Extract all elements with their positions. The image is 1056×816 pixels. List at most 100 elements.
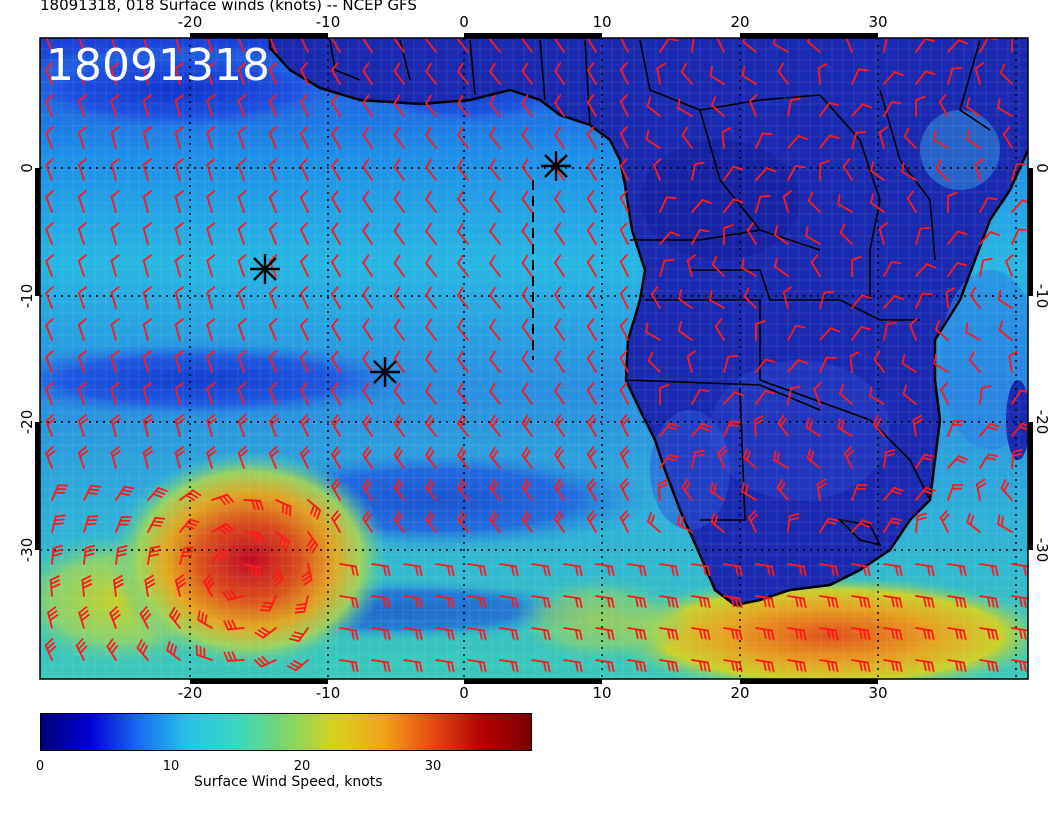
wind-barb bbox=[998, 320, 1013, 341]
wind-barb bbox=[78, 350, 87, 373]
wind-barb bbox=[787, 512, 800, 533]
wind-barb bbox=[489, 478, 501, 501]
wind-barb bbox=[457, 350, 469, 373]
wind-barb bbox=[457, 446, 469, 469]
wind-barb bbox=[563, 595, 583, 609]
wind-barb bbox=[915, 563, 935, 577]
wind-barb bbox=[716, 38, 725, 53]
wind-barb bbox=[659, 659, 679, 673]
wind-barb bbox=[331, 222, 341, 245]
wind-barb bbox=[691, 389, 710, 405]
wind-barb bbox=[521, 62, 533, 85]
wind-barb bbox=[339, 627, 359, 641]
wind-barb bbox=[521, 286, 533, 309]
wind-barb bbox=[259, 595, 277, 612]
wind-barb bbox=[110, 446, 121, 469]
wind-barb bbox=[393, 38, 405, 53]
wind-barb bbox=[753, 415, 764, 437]
wind-barb bbox=[489, 190, 501, 213]
wind-barb bbox=[659, 38, 679, 53]
wind-barb bbox=[883, 295, 904, 309]
wind-barb bbox=[147, 545, 161, 565]
wind-barb bbox=[966, 97, 981, 117]
wind-barb bbox=[425, 286, 437, 309]
wind-barb bbox=[711, 255, 725, 277]
wind-barb bbox=[223, 651, 245, 662]
wind-barb bbox=[268, 350, 278, 373]
wind-barb bbox=[554, 94, 565, 117]
wind-barb bbox=[819, 563, 839, 577]
wind-barb bbox=[723, 166, 743, 181]
wind-barb bbox=[110, 318, 120, 341]
wind-barb bbox=[362, 446, 373, 469]
wind-barb bbox=[659, 231, 681, 245]
wind-barb bbox=[136, 639, 149, 661]
wind-barb bbox=[619, 62, 629, 85]
wind-barb bbox=[839, 223, 853, 245]
wind-barb bbox=[174, 190, 184, 213]
wind-barb bbox=[947, 39, 969, 53]
wind-barb bbox=[839, 384, 853, 405]
wind-barb bbox=[206, 38, 213, 53]
wind-barb bbox=[237, 350, 247, 373]
wind-barb bbox=[393, 318, 405, 341]
wind-barb bbox=[849, 351, 860, 373]
wind-barb bbox=[331, 286, 341, 309]
wind-barb bbox=[659, 627, 679, 641]
wind-barb bbox=[656, 62, 666, 85]
wind-barb bbox=[1002, 126, 1013, 149]
wind-barb bbox=[237, 126, 247, 149]
wind-map: -20 -10 0 10 20 30 -20 -10 0 10 20 30 0 … bbox=[18, 13, 1051, 702]
wind-barb bbox=[425, 510, 437, 533]
wind-barb bbox=[965, 322, 981, 341]
wind-barb bbox=[586, 350, 597, 373]
wind-barb bbox=[457, 382, 469, 405]
wind-barb bbox=[851, 131, 867, 149]
wind-barb bbox=[595, 563, 615, 577]
wind-barb bbox=[787, 359, 808, 373]
wind-barb bbox=[531, 563, 551, 577]
wind-barb bbox=[521, 222, 533, 245]
wind-barb bbox=[619, 190, 629, 213]
wind-barb bbox=[619, 38, 629, 53]
wind-barb bbox=[206, 126, 216, 149]
wind-barb bbox=[489, 254, 501, 277]
wind-barb bbox=[586, 414, 597, 437]
wind-barb bbox=[805, 226, 821, 245]
wind-barb bbox=[268, 446, 279, 469]
wind-barb bbox=[677, 514, 693, 533]
colorbar-tick: 0 bbox=[35, 759, 45, 774]
wind-barb bbox=[300, 350, 309, 373]
wind-barb bbox=[300, 158, 309, 181]
wind-barb bbox=[979, 422, 1000, 437]
wind-barb bbox=[659, 383, 670, 405]
wind-barb bbox=[435, 563, 455, 577]
wind-barb bbox=[586, 286, 597, 309]
wind-barb bbox=[300, 254, 309, 277]
wind-barb bbox=[300, 318, 309, 341]
wind-barb bbox=[339, 659, 359, 673]
wind-barb bbox=[237, 190, 247, 213]
wind-barb bbox=[425, 350, 437, 373]
left-lat-label: -30 bbox=[18, 538, 36, 563]
wind-barbs bbox=[44, 38, 1028, 673]
bottom-lon-label: 10 bbox=[592, 684, 611, 700]
wind-barb bbox=[147, 487, 168, 501]
right-lat-label: -30 bbox=[1033, 538, 1051, 563]
wind-barb bbox=[819, 659, 839, 673]
wind-barb bbox=[619, 446, 630, 469]
wind-barb bbox=[110, 286, 120, 309]
wind-barb bbox=[940, 382, 949, 405]
wind-barb bbox=[206, 382, 216, 405]
wind-barb bbox=[521, 350, 533, 373]
wind-barb bbox=[174, 414, 185, 437]
wind-barb bbox=[425, 126, 437, 149]
wind-barb bbox=[554, 478, 565, 501]
wind-barb bbox=[787, 385, 801, 405]
wind-barb bbox=[144, 574, 156, 597]
wind-barb bbox=[331, 190, 341, 213]
wind-barb bbox=[531, 595, 551, 609]
wind-barb bbox=[393, 222, 405, 245]
wind-barb bbox=[741, 481, 757, 501]
wind-barb bbox=[78, 606, 90, 629]
